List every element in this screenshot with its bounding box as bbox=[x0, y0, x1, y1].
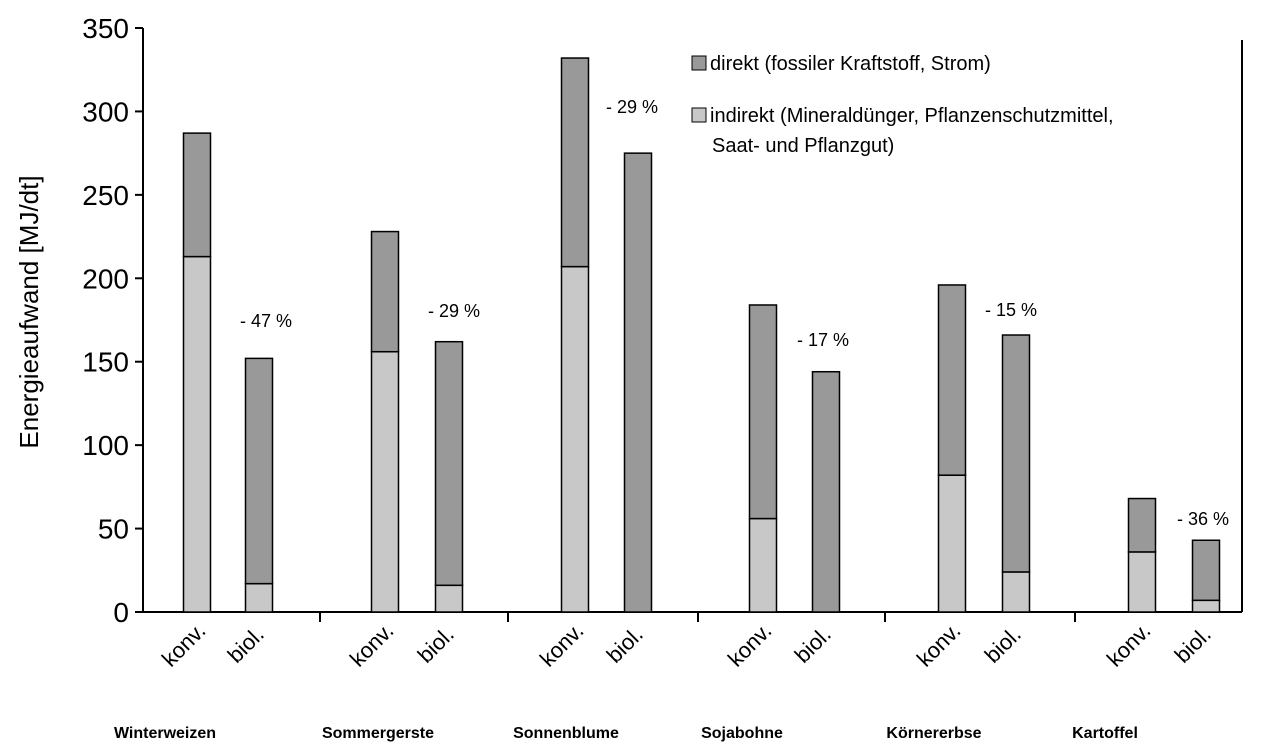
crop-label: Sojabohne bbox=[701, 725, 783, 742]
bar-segment-direkt bbox=[748, 304, 778, 520]
bar-segment-direkt bbox=[434, 340, 464, 587]
bar-segment-indirekt bbox=[748, 517, 778, 613]
legend-swatch-direkt bbox=[691, 55, 707, 71]
bar-category-label: konv. bbox=[1102, 618, 1156, 672]
bar-segment-direkt bbox=[1191, 539, 1221, 602]
legend-label-direkt: direkt (fossiler Kraftstoff, Strom) bbox=[710, 53, 991, 75]
bar-segment-direkt bbox=[370, 230, 400, 353]
bar-category-label: konv. bbox=[723, 618, 777, 672]
bar-segment-direkt bbox=[244, 357, 274, 585]
bar-category-label: biol. bbox=[223, 622, 269, 668]
bar-segment-direkt bbox=[937, 284, 967, 476]
bar-category-label: biol. bbox=[602, 622, 648, 668]
change-label: - 17 % bbox=[797, 330, 849, 350]
bar-category-label: konv. bbox=[535, 618, 589, 672]
bar-segment-direkt bbox=[560, 57, 590, 268]
bar-segment-direkt bbox=[811, 370, 841, 613]
bar-segment-direkt bbox=[1001, 334, 1031, 573]
y-tick-label: 300 bbox=[82, 96, 129, 127]
bar-segment-indirekt bbox=[560, 265, 590, 613]
bar-category-label: biol. bbox=[980, 622, 1026, 668]
change-label: - 47 % bbox=[240, 311, 292, 331]
bar-segment-indirekt bbox=[1127, 551, 1157, 613]
crop-label: Winterweizen bbox=[114, 725, 216, 742]
bar-segment-direkt bbox=[623, 152, 653, 613]
crop-label: Sommergerste bbox=[322, 725, 434, 742]
change-label: - 15 % bbox=[985, 300, 1037, 320]
y-tick-label: 350 bbox=[82, 13, 129, 44]
y-tick-label: 150 bbox=[82, 347, 129, 378]
bar-category-label: biol. bbox=[1170, 622, 1216, 668]
bar-category-label: konv. bbox=[345, 618, 399, 672]
bar-segment-indirekt bbox=[370, 350, 400, 613]
bar-segment-indirekt bbox=[244, 582, 274, 613]
y-tick-label: 200 bbox=[82, 263, 129, 294]
plot-area: 0 50 100 150 200 250 300 350 konv. biol. Winterwei… bbox=[82, 13, 1243, 742]
bar-category-label: biol. bbox=[790, 622, 836, 668]
y-tick-label: 100 bbox=[82, 430, 129, 461]
legend-label-indirekt: indirekt (Mineraldünger, Pflanzenschutzm… bbox=[710, 105, 1114, 127]
bar-segment-indirekt bbox=[937, 474, 967, 613]
legend-swatch-indirekt bbox=[691, 107, 707, 123]
bar-segment-indirekt bbox=[1191, 599, 1221, 613]
bar-segment-direkt bbox=[182, 132, 212, 258]
y-tick-label: 250 bbox=[82, 180, 129, 211]
bar-category-label: konv. bbox=[157, 618, 211, 672]
y-axis-label: Energieaufwand [MJ/dt] bbox=[14, 175, 44, 448]
y-tick-label: 0 bbox=[113, 597, 129, 628]
change-label: - 29 % bbox=[428, 301, 480, 321]
crop-label: Sonnenblume bbox=[513, 725, 619, 742]
crop-label: Kartoffel bbox=[1072, 725, 1138, 742]
bar-category-label: biol. bbox=[413, 622, 459, 668]
change-label: - 36 % bbox=[1177, 509, 1229, 529]
legend-label-indirekt: Saat- und Pflanzgut) bbox=[712, 135, 894, 157]
y-tick-label: 50 bbox=[98, 514, 129, 545]
bar-segment-indirekt bbox=[182, 255, 212, 613]
crop-label: Körnererbse bbox=[886, 725, 981, 742]
change-label: - 29 % bbox=[606, 97, 658, 117]
bar-segment-direkt bbox=[1127, 497, 1157, 553]
bar-segment-indirekt bbox=[434, 584, 464, 613]
bar-category-label: konv. bbox=[912, 618, 966, 672]
bar-segment-indirekt bbox=[1001, 571, 1031, 613]
